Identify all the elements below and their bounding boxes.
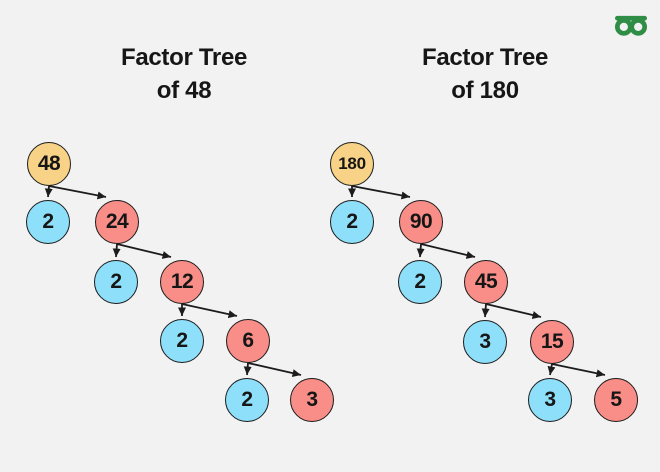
edge-arrow-24-to-2 <box>112 243 121 258</box>
factor-node-12: 12 <box>160 260 204 304</box>
right-tree-title: Factor Tree of 180 <box>374 41 596 107</box>
factor-node-2: 2 <box>225 378 269 422</box>
edge-arrow-15-to-5 <box>551 363 606 378</box>
factor-node-2: 2 <box>398 260 442 304</box>
edge-arrow-12-to-6 <box>181 303 238 319</box>
right-tree-title-line1: Factor Tree <box>421 44 549 71</box>
factor-node-6: 6 <box>226 319 270 363</box>
edge-arrow-48-to-24 <box>48 185 107 200</box>
left-tree-title-line1: Factor Tree <box>120 44 248 71</box>
left-tree-title: Factor Tree of 48 <box>73 41 295 107</box>
edge-arrow-48-to-2 <box>44 185 53 198</box>
factor-node-2: 2 <box>94 260 138 304</box>
factor-node-180: 180 <box>330 142 374 186</box>
edge-arrow-6-to-3 <box>247 362 302 378</box>
factor-node-3: 3 <box>463 320 507 364</box>
geeksforgeeks-logo-icon <box>614 15 648 36</box>
edge-arrow-90-to-45 <box>420 243 476 259</box>
factor-node-90: 90 <box>399 200 443 244</box>
edge-arrow-180-to-90 <box>351 185 411 200</box>
factor-node-2: 2 <box>160 319 204 363</box>
edge-arrow-15-to-3 <box>547 363 556 376</box>
edge-arrow-6-to-2 <box>243 362 252 376</box>
right-tree-title-line2: of 180 <box>451 77 519 104</box>
edge-arrow-24-to-12 <box>116 243 172 259</box>
factor-node-15: 15 <box>530 320 574 364</box>
factor-node-3: 3 <box>528 378 572 422</box>
edge-arrow-45-to-3 <box>481 303 490 318</box>
factor-node-48: 48 <box>27 142 71 186</box>
factor-node-3: 3 <box>290 378 334 422</box>
factor-node-45: 45 <box>464 260 508 304</box>
factor-node-2: 2 <box>330 200 374 244</box>
edge-arrow-90-to-2 <box>416 243 425 258</box>
left-tree-title-line2: of 48 <box>156 77 212 104</box>
factor-node-24: 24 <box>95 200 139 244</box>
edge-arrow-45-to-15 <box>485 303 542 319</box>
factor-node-2: 2 <box>26 200 70 244</box>
factor-node-5: 5 <box>594 378 638 422</box>
